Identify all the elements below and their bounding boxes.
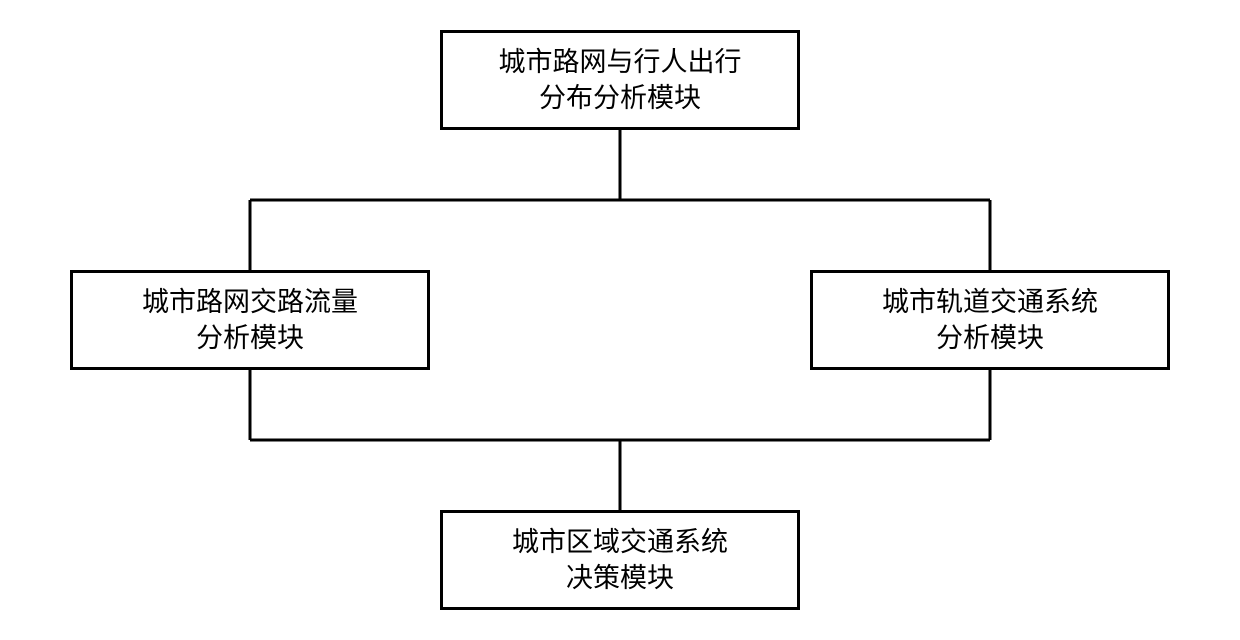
node-left-line2: 分析模块 xyxy=(142,320,358,356)
flowchart-canvas: 城市路网与行人出行 分布分析模块 城市路网交路流量 分析模块 城市轨道交通系统 … xyxy=(0,0,1240,640)
node-left: 城市路网交路流量 分析模块 xyxy=(70,270,430,370)
node-top: 城市路网与行人出行 分布分析模块 xyxy=(440,30,800,130)
node-top-line1: 城市路网与行人出行 xyxy=(499,44,742,80)
node-top-line2: 分布分析模块 xyxy=(499,80,742,116)
node-left-line1: 城市路网交路流量 xyxy=(142,284,358,320)
node-right-line1: 城市轨道交通系统 xyxy=(882,284,1098,320)
node-right: 城市轨道交通系统 分析模块 xyxy=(810,270,1170,370)
node-bottom-line1: 城市区域交通系统 xyxy=(512,524,728,560)
node-bottom: 城市区域交通系统 决策模块 xyxy=(440,510,800,610)
node-bottom-line2: 决策模块 xyxy=(512,560,728,596)
node-right-line2: 分析模块 xyxy=(882,320,1098,356)
